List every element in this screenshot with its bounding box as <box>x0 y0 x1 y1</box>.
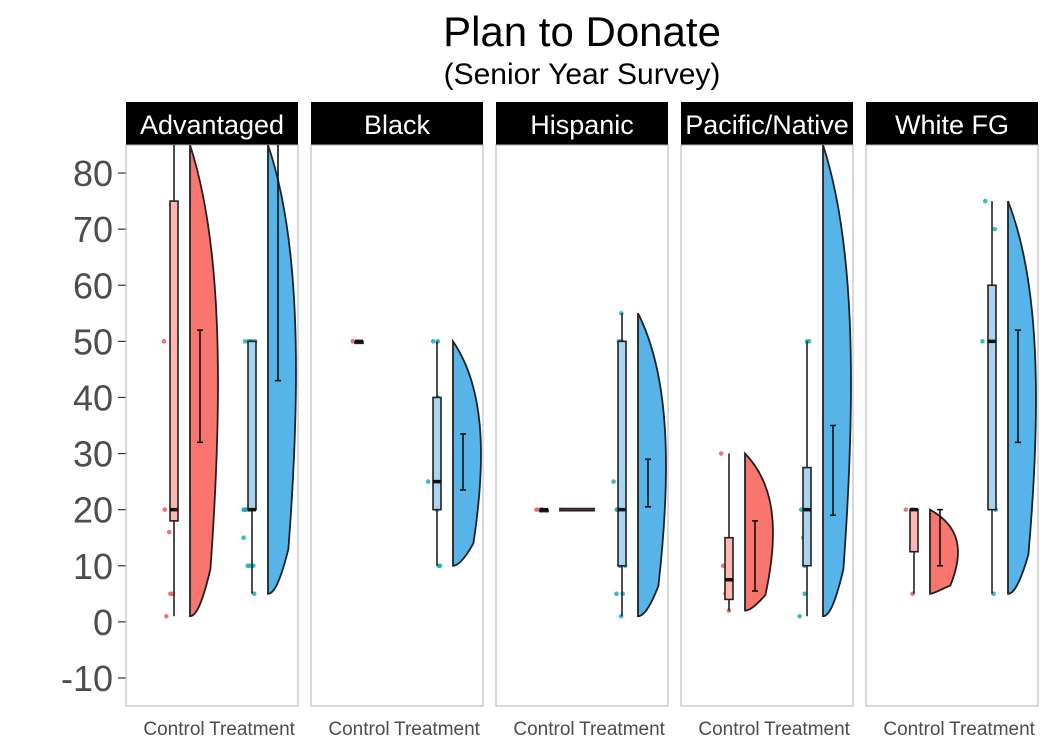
y-tick-label: 20 <box>73 490 113 531</box>
chart-subtitle: (Senior Year Survey) <box>444 58 721 91</box>
box <box>432 396 442 511</box>
panel-border <box>865 144 1039 707</box>
x-tick-label: Treatment <box>579 719 666 740</box>
treatment-point <box>430 339 436 344</box>
facet-panel: Advantaged Control Treatment <box>125 102 299 740</box>
control-violin <box>189 145 219 618</box>
treatment-point <box>425 479 431 484</box>
treatment-point <box>982 198 988 204</box>
box <box>247 340 257 511</box>
treatment-point <box>242 339 248 344</box>
y-tick-label: 10 <box>73 546 113 587</box>
control-violin <box>559 507 595 512</box>
y-tick-label: 80 <box>73 153 113 194</box>
control-point <box>166 529 172 535</box>
y-tick-label: 30 <box>73 434 113 475</box>
control-point <box>903 507 909 512</box>
x-tick-label: Treatment <box>209 719 296 740</box>
facet-strip <box>311 102 483 145</box>
x-tick-label: Control <box>328 719 389 740</box>
x-tick-label: Treatment <box>764 719 851 740</box>
control-point <box>164 613 169 619</box>
box <box>987 284 997 511</box>
panel-plot-area <box>903 198 1037 597</box>
panel-plot-area <box>161 145 297 619</box>
treatment-point <box>611 479 616 484</box>
control-violin <box>929 508 959 595</box>
control-point <box>718 451 724 456</box>
y-tick-label: 60 <box>73 265 113 306</box>
y-tick-label: 70 <box>73 209 113 250</box>
box <box>802 466 812 567</box>
control-point <box>161 339 167 344</box>
panel-plot-area <box>718 145 852 619</box>
box <box>169 200 179 522</box>
x-tick-label: Control <box>698 719 759 740</box>
x-tick-label: Treatment <box>394 719 481 740</box>
facet-strip-label: Hispanic <box>530 110 634 140</box>
treatment-violin <box>637 312 667 618</box>
facet-strip <box>126 102 298 145</box>
treatment-violin <box>822 145 852 618</box>
treatment-violin <box>267 145 297 595</box>
facet-strip-label: Advantaged <box>140 110 284 140</box>
panel-plot-area <box>534 311 667 619</box>
panel-plot-area <box>350 338 482 569</box>
treatment-violin <box>1007 200 1037 595</box>
y-tick-label: 40 <box>73 377 113 418</box>
facet-panel: Black Control Treatment <box>310 102 484 740</box>
facet-strip <box>866 102 1038 145</box>
panel-border <box>495 144 669 707</box>
facet-strip-label: Black <box>364 110 431 140</box>
box <box>909 508 919 553</box>
panel-border <box>680 144 854 707</box>
treatment-point <box>797 613 802 619</box>
treatment-point <box>992 226 998 232</box>
x-tick-label: Treatment <box>949 719 1036 740</box>
treatment-point <box>241 535 246 540</box>
treatment-point <box>251 591 257 597</box>
facet-panel: Hispanic Control Treatment <box>495 102 669 740</box>
facet-strip <box>496 102 668 145</box>
x-tick-label: Control <box>883 719 944 740</box>
control-point <box>162 507 168 512</box>
facet-strip-label: Pacific/Native <box>685 110 849 140</box>
y-tick-label: -10 <box>61 658 113 699</box>
facet-panel: Pacific/Native Control Treatment <box>680 102 854 740</box>
treatment-point <box>437 563 443 569</box>
x-tick-label: Control <box>143 719 204 740</box>
treatment-point <box>980 339 985 344</box>
facet-strip-label: White FG <box>895 110 1009 140</box>
treatment-violin <box>452 338 482 567</box>
x-tick-label: Control <box>513 719 574 740</box>
box <box>724 536 734 601</box>
panel-border <box>125 144 299 707</box>
y-axis: -10 0 10 20 30 40 50 60 70 80 <box>61 153 126 699</box>
box <box>617 340 627 567</box>
control-violin <box>744 451 774 612</box>
y-tick-label: 0 <box>93 602 113 643</box>
facet-panel: White FG Control Treatment <box>865 102 1039 740</box>
control-point <box>350 339 355 344</box>
panel-border <box>310 144 484 707</box>
treatment-point <box>245 563 250 569</box>
facet-strip <box>681 102 853 145</box>
treatment-point <box>614 591 619 597</box>
chart-title: Plan to Donate <box>443 8 721 55</box>
y-tick-label: 50 <box>73 321 113 362</box>
treatment-point <box>802 591 807 597</box>
